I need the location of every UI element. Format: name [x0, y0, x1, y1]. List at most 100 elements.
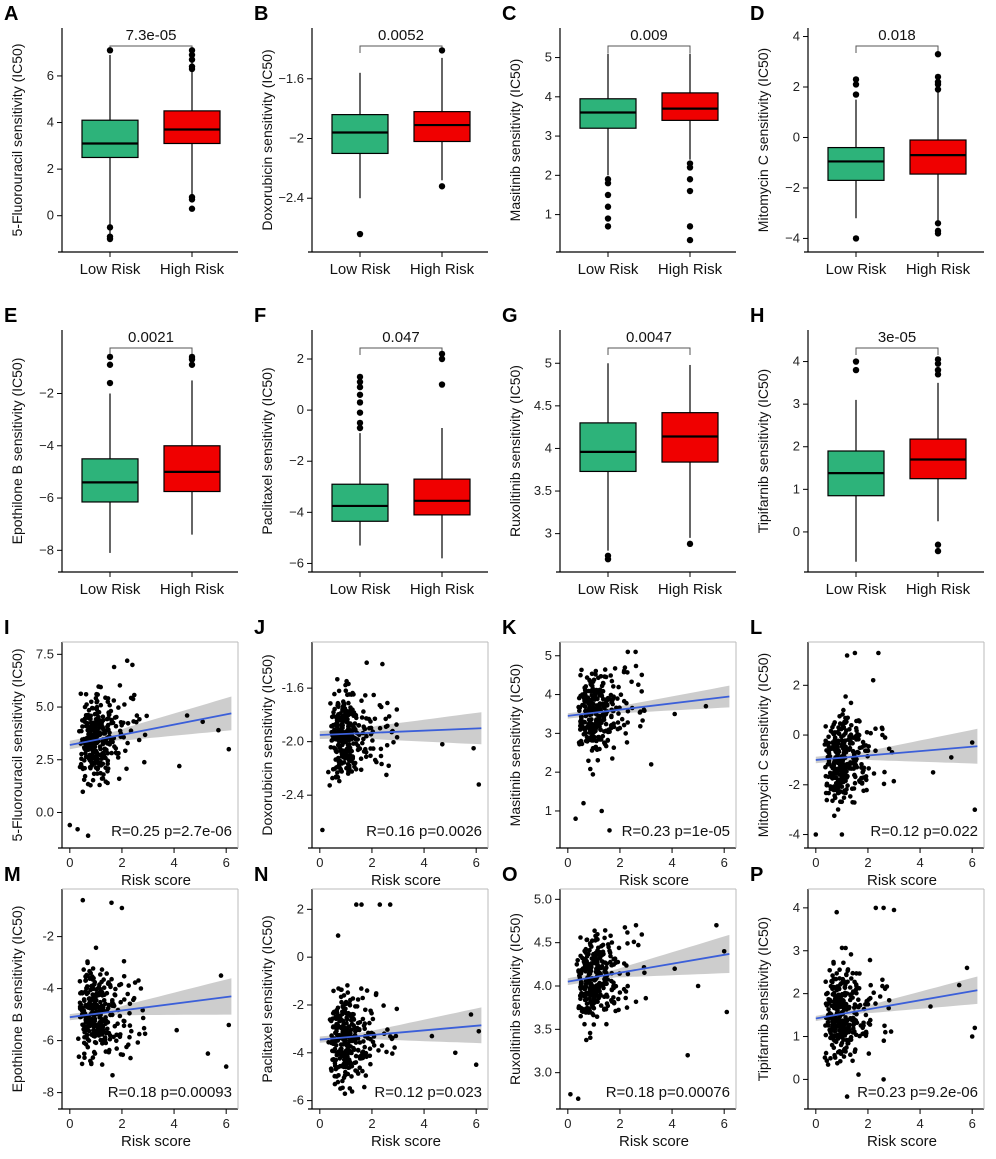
y-axis-label: Paclitaxel sensitivity (IC50) — [259, 915, 275, 1082]
data-point — [100, 714, 106, 719]
data-point — [590, 738, 596, 743]
y-tick-label: 6 — [47, 68, 54, 83]
data-point — [833, 766, 838, 772]
box-low-risk — [827, 358, 885, 562]
scatter-points — [573, 649, 709, 833]
data-point — [109, 900, 114, 906]
data-point — [349, 769, 355, 774]
data-point — [586, 758, 591, 764]
data-point — [355, 1071, 361, 1076]
scatter-points — [326, 902, 482, 1096]
panel-label: N — [254, 864, 268, 886]
data-point — [332, 691, 337, 697]
data-point — [847, 766, 853, 771]
data-point — [82, 1055, 87, 1060]
data-point — [384, 1049, 389, 1055]
y-tick-label: 5 — [545, 50, 552, 65]
y-axis-label: Mitomycin C sensitivity (IC50) — [755, 48, 771, 232]
data-point — [136, 978, 141, 983]
data-point — [105, 780, 110, 786]
data-point — [602, 705, 607, 711]
data-point — [390, 1051, 395, 1056]
data-point — [118, 1052, 124, 1057]
panel-n: N Paclitaxel sensitivity (IC50) -6 -4 -2 0 2 0 2… — [254, 864, 489, 1150]
data-point — [122, 702, 127, 707]
data-point — [142, 1031, 148, 1037]
data-point — [828, 728, 834, 734]
data-point — [848, 794, 853, 799]
data-point — [93, 765, 99, 770]
data-point — [823, 1050, 829, 1056]
data-point — [90, 706, 96, 711]
scatter-points — [568, 923, 730, 1101]
data-point — [843, 731, 848, 736]
data-point — [594, 703, 600, 708]
data-point — [595, 932, 600, 937]
data-point — [841, 790, 846, 795]
data-point — [390, 1035, 395, 1041]
data-point — [591, 1005, 597, 1011]
x-tick-label: 0 — [564, 1116, 571, 1131]
outlier-point — [604, 223, 612, 230]
data-point — [835, 807, 841, 812]
box-iqr — [331, 483, 389, 522]
data-point — [340, 725, 345, 731]
outlier-point — [106, 47, 114, 54]
data-point — [585, 739, 590, 744]
data-point — [640, 718, 645, 723]
data-point — [393, 1033, 399, 1039]
x-category-label: Low Risk — [826, 581, 887, 598]
y-axis-label: Mitomycin C sensitivity (IC50) — [755, 653, 771, 837]
data-point — [824, 783, 829, 788]
data-point — [346, 755, 352, 761]
data-point — [848, 700, 854, 706]
data-point — [672, 966, 677, 971]
data-point — [85, 781, 91, 787]
y-tick-label: 0 — [793, 524, 800, 539]
data-point — [581, 800, 586, 806]
data-point — [100, 761, 106, 767]
data-point — [334, 1022, 340, 1028]
outlier-point — [356, 230, 364, 238]
data-point — [92, 1040, 98, 1045]
data-point — [107, 702, 112, 708]
data-point — [582, 731, 588, 736]
data-point — [118, 720, 124, 725]
y-axis-label: Ruxolitinib sensitivity (IC50) — [507, 913, 523, 1085]
data-point — [831, 722, 836, 727]
data-point — [843, 694, 848, 699]
data-point — [633, 923, 639, 928]
panel-label: C — [502, 3, 516, 25]
data-point — [851, 1005, 857, 1010]
data-point — [830, 798, 835, 804]
data-point — [97, 722, 102, 727]
y-tick-label: -4 — [292, 1045, 304, 1060]
data-point — [348, 997, 353, 1003]
data-point — [584, 1037, 589, 1043]
data-point — [863, 774, 869, 779]
data-point — [880, 726, 885, 732]
data-point — [837, 1001, 843, 1007]
data-point — [353, 1053, 359, 1059]
data-point — [972, 1025, 978, 1031]
x-tick-label: 4 — [668, 1116, 675, 1131]
data-point — [368, 753, 373, 759]
data-point — [392, 1045, 397, 1050]
x-axis-label: Risk score — [867, 872, 937, 889]
data-point — [117, 1013, 123, 1019]
data-point — [857, 1033, 862, 1039]
data-point — [873, 905, 879, 911]
data-point — [335, 677, 340, 682]
data-point — [609, 998, 614, 1003]
box-low-risk — [579, 53, 637, 230]
data-point — [591, 952, 596, 958]
data-point — [352, 1060, 358, 1066]
data-point — [99, 1032, 105, 1037]
x-category-label: High Risk — [906, 581, 971, 598]
data-point — [848, 992, 853, 997]
outlier-point — [934, 547, 942, 555]
outlier-point — [438, 355, 446, 363]
outlier-point — [438, 47, 446, 54]
data-point — [86, 756, 92, 762]
data-point — [342, 1091, 348, 1096]
